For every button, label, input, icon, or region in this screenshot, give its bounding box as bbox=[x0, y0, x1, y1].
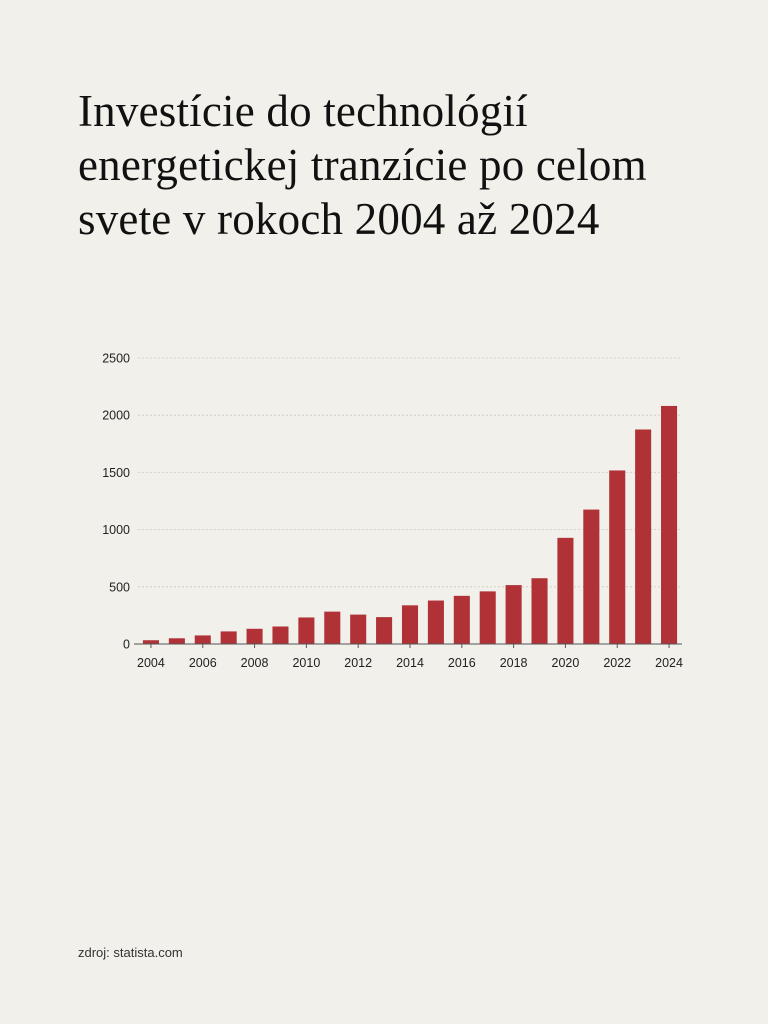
x-tick-label: 2022 bbox=[603, 656, 631, 670]
bar-2013 bbox=[376, 617, 393, 644]
bar-2017 bbox=[479, 591, 496, 644]
x-tick-label: 2020 bbox=[552, 656, 580, 670]
x-tick-label: 2024 bbox=[655, 656, 683, 670]
bar-2007 bbox=[220, 631, 237, 644]
x-tick-label: 2008 bbox=[241, 656, 269, 670]
y-tick-label: 2500 bbox=[102, 352, 130, 366]
bar-2010 bbox=[298, 617, 315, 644]
y-tick-label: 500 bbox=[109, 580, 130, 594]
y-axis-tick-labels: 0 500 1000 1500 2000 2500 bbox=[102, 352, 130, 652]
chart-title: Investície do technológií energetickej t… bbox=[78, 86, 647, 244]
x-tick-label: 2018 bbox=[500, 656, 528, 670]
bar-2024 bbox=[661, 405, 678, 644]
bar-2009 bbox=[272, 626, 289, 644]
x-tick-label: 2010 bbox=[292, 656, 320, 670]
x-axis bbox=[134, 643, 682, 648]
bar-2005 bbox=[168, 638, 185, 644]
bar-2011 bbox=[324, 611, 341, 644]
bar-2022 bbox=[609, 470, 626, 644]
bar-2006 bbox=[194, 635, 211, 644]
bar-2018 bbox=[505, 585, 522, 644]
bar-2021 bbox=[583, 509, 600, 644]
x-tick-label: 2016 bbox=[448, 656, 476, 670]
bar-2015 bbox=[427, 600, 444, 644]
source-note: zdroj: statista.com bbox=[78, 945, 183, 960]
bar-2019 bbox=[531, 578, 548, 644]
x-tick-label: 2004 bbox=[137, 656, 165, 670]
bar-2023 bbox=[635, 429, 652, 644]
x-tick-label: 2014 bbox=[396, 656, 424, 670]
bar-2008 bbox=[246, 628, 263, 644]
x-tick-label: 2006 bbox=[189, 656, 217, 670]
bar-chart: 0 500 1000 1500 2000 2500 2004 2006 2008 2010 201… bbox=[102, 352, 683, 671]
y-tick-label: 0 bbox=[123, 638, 130, 652]
y-tick-label: 2000 bbox=[102, 409, 130, 423]
y-tick-label: 1000 bbox=[102, 523, 130, 537]
bar-2014 bbox=[401, 605, 419, 644]
x-tick-label: 2012 bbox=[344, 656, 372, 670]
bars bbox=[142, 405, 678, 644]
bar-2012 bbox=[350, 614, 367, 644]
bar-2004 bbox=[142, 640, 159, 644]
x-axis-tick-labels: 2004 2006 2008 2010 2012 2014 2016 2018 2020 2022… bbox=[137, 656, 683, 670]
gridlines bbox=[138, 357, 682, 588]
y-tick-label: 1500 bbox=[102, 466, 130, 480]
bar-2016 bbox=[453, 595, 470, 644]
bar-2020 bbox=[557, 537, 574, 644]
